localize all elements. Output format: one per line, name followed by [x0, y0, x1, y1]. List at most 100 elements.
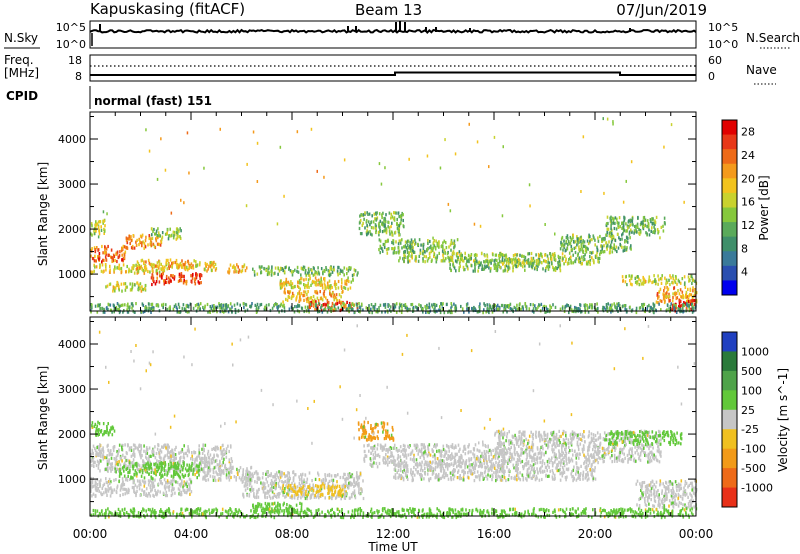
- power-echo-cell: [130, 235, 132, 239]
- velocity-echo-cell: [220, 469, 223, 473]
- power-echo-cell: [284, 291, 286, 295]
- velocity-echo-cell: [272, 485, 275, 489]
- velocity-echo-cell: [359, 472, 362, 476]
- velocity-echo-cell: [152, 477, 154, 481]
- power-echo-cell: [658, 302, 660, 306]
- velocity-echo-cell: [344, 496, 347, 500]
- power-echo-cell: [616, 302, 618, 306]
- velocity-echo-cell: [99, 484, 101, 488]
- power-echo-cell: [129, 305, 131, 309]
- velocity-echo-cell: [214, 459, 217, 463]
- power-echo-cell: [484, 260, 486, 264]
- velocity-echo-cell: [268, 494, 271, 498]
- velocity-echo-cell: [266, 489, 269, 493]
- power-echo-cell: [338, 293, 341, 297]
- velocity-echo-cell: [122, 480, 124, 484]
- velocity-echo-cell: [228, 473, 231, 477]
- power-echo-cell: [170, 234, 172, 238]
- power-echo-cell: [194, 282, 197, 286]
- power-echo-cell: [131, 282, 134, 286]
- velocity-echo-cell: [244, 488, 247, 492]
- power-sparse-echo: [283, 194, 285, 198]
- velocity-echo-cell: [96, 424, 98, 428]
- power-echo-cell: [140, 289, 143, 293]
- power-echo-cell: [306, 299, 308, 304]
- power-sparse-echo: [454, 152, 457, 156]
- velocity-echo-cell: [213, 447, 215, 451]
- power-echo-cell: [344, 282, 346, 286]
- power-echo-cell: [184, 267, 187, 272]
- velocity-echo-cell: [354, 483, 357, 487]
- velocity-echo-cell: [221, 463, 223, 467]
- velocity-echo-cell: [279, 470, 281, 474]
- power-echo-region: [358, 211, 405, 237]
- velocity-echo-cell: [144, 468, 147, 472]
- power-echo-cell: [459, 264, 461, 268]
- power-echo-cell: [337, 286, 340, 290]
- power-echo-cell: [407, 254, 409, 258]
- power-echo-cell: [298, 281, 301, 285]
- power-echo-cell: [657, 296, 659, 300]
- power-echo-cell: [589, 261, 591, 265]
- power-echo-cell: [391, 215, 394, 219]
- velocity-echo-cell: [198, 451, 201, 455]
- power-echo-cell: [345, 282, 348, 286]
- velocity-echo-cell: [143, 460, 145, 464]
- velocity-echo-cell: [204, 454, 206, 458]
- velocity-echo-cell: [141, 454, 143, 458]
- velocity-echo-cell: [282, 493, 284, 497]
- velocity-echo-cell: [102, 433, 104, 437]
- power-echo-cell: [331, 291, 334, 295]
- power-echo-cell: [371, 311, 373, 315]
- power-sparse-echo: [390, 225, 392, 229]
- power-echo-cell: [382, 242, 385, 247]
- power-echo-cell: [411, 243, 413, 247]
- velocity-echo-cell: [275, 478, 277, 482]
- power-echo-cell: [478, 263, 481, 267]
- velocity-echo-cell: [123, 469, 125, 473]
- power-echo-cell: [174, 260, 176, 265]
- power-echo-cell: [391, 221, 393, 225]
- power-echo-cell: [399, 304, 402, 308]
- power-echo-cell: [222, 304, 224, 308]
- power-echo-cell: [198, 263, 201, 267]
- velocity-echo-cell: [321, 481, 323, 485]
- power-echo-cell: [679, 310, 681, 314]
- power-echo-cell: [528, 252, 531, 256]
- power-echo-cell: [390, 212, 393, 216]
- power-echo-cell: [587, 260, 590, 264]
- power-echo-cell: [644, 218, 647, 222]
- power-echo-cell: [590, 306, 593, 310]
- power-echo-cell: [519, 262, 522, 266]
- power-echo-cell: [160, 273, 163, 277]
- power-echo-cell: [176, 310, 179, 314]
- velocity-echo-cell: [183, 483, 186, 487]
- power-echo-cell: [689, 278, 691, 282]
- power-echo-cell: [104, 245, 106, 249]
- velocity-echo-cell: [168, 451, 171, 455]
- power-echo-cell: [161, 276, 163, 280]
- power-echo-cell: [147, 269, 149, 274]
- velocity-echo-cell: [122, 453, 124, 457]
- power-echo-cell: [664, 292, 666, 296]
- power-echo-cell: [572, 235, 574, 240]
- velocity-echo-cell: [301, 474, 303, 478]
- power-echo-cell: [177, 302, 180, 306]
- power-echo-cell: [326, 310, 329, 314]
- velocity-echo-region: [241, 470, 365, 501]
- noise-panel-frame: [89, 20, 697, 49]
- power-sparse-echo: [603, 191, 605, 195]
- velocity-echo-cell: [114, 460, 117, 464]
- power-echo-cell: [104, 251, 106, 255]
- power-echo-cell: [660, 308, 662, 312]
- power-echo-cell: [342, 302, 344, 306]
- power-echo-cell: [103, 219, 105, 223]
- power-echo-cell: [296, 265, 299, 269]
- power-echo-cell: [127, 310, 130, 314]
- power-echo-cell: [175, 305, 178, 309]
- power-echo-cell: [279, 286, 282, 290]
- velocity-echo-cell: [136, 472, 138, 476]
- velocity-echo-cell: [170, 461, 172, 465]
- velocity-echo-cell: [182, 489, 185, 493]
- power-echo-cell: [571, 237, 573, 241]
